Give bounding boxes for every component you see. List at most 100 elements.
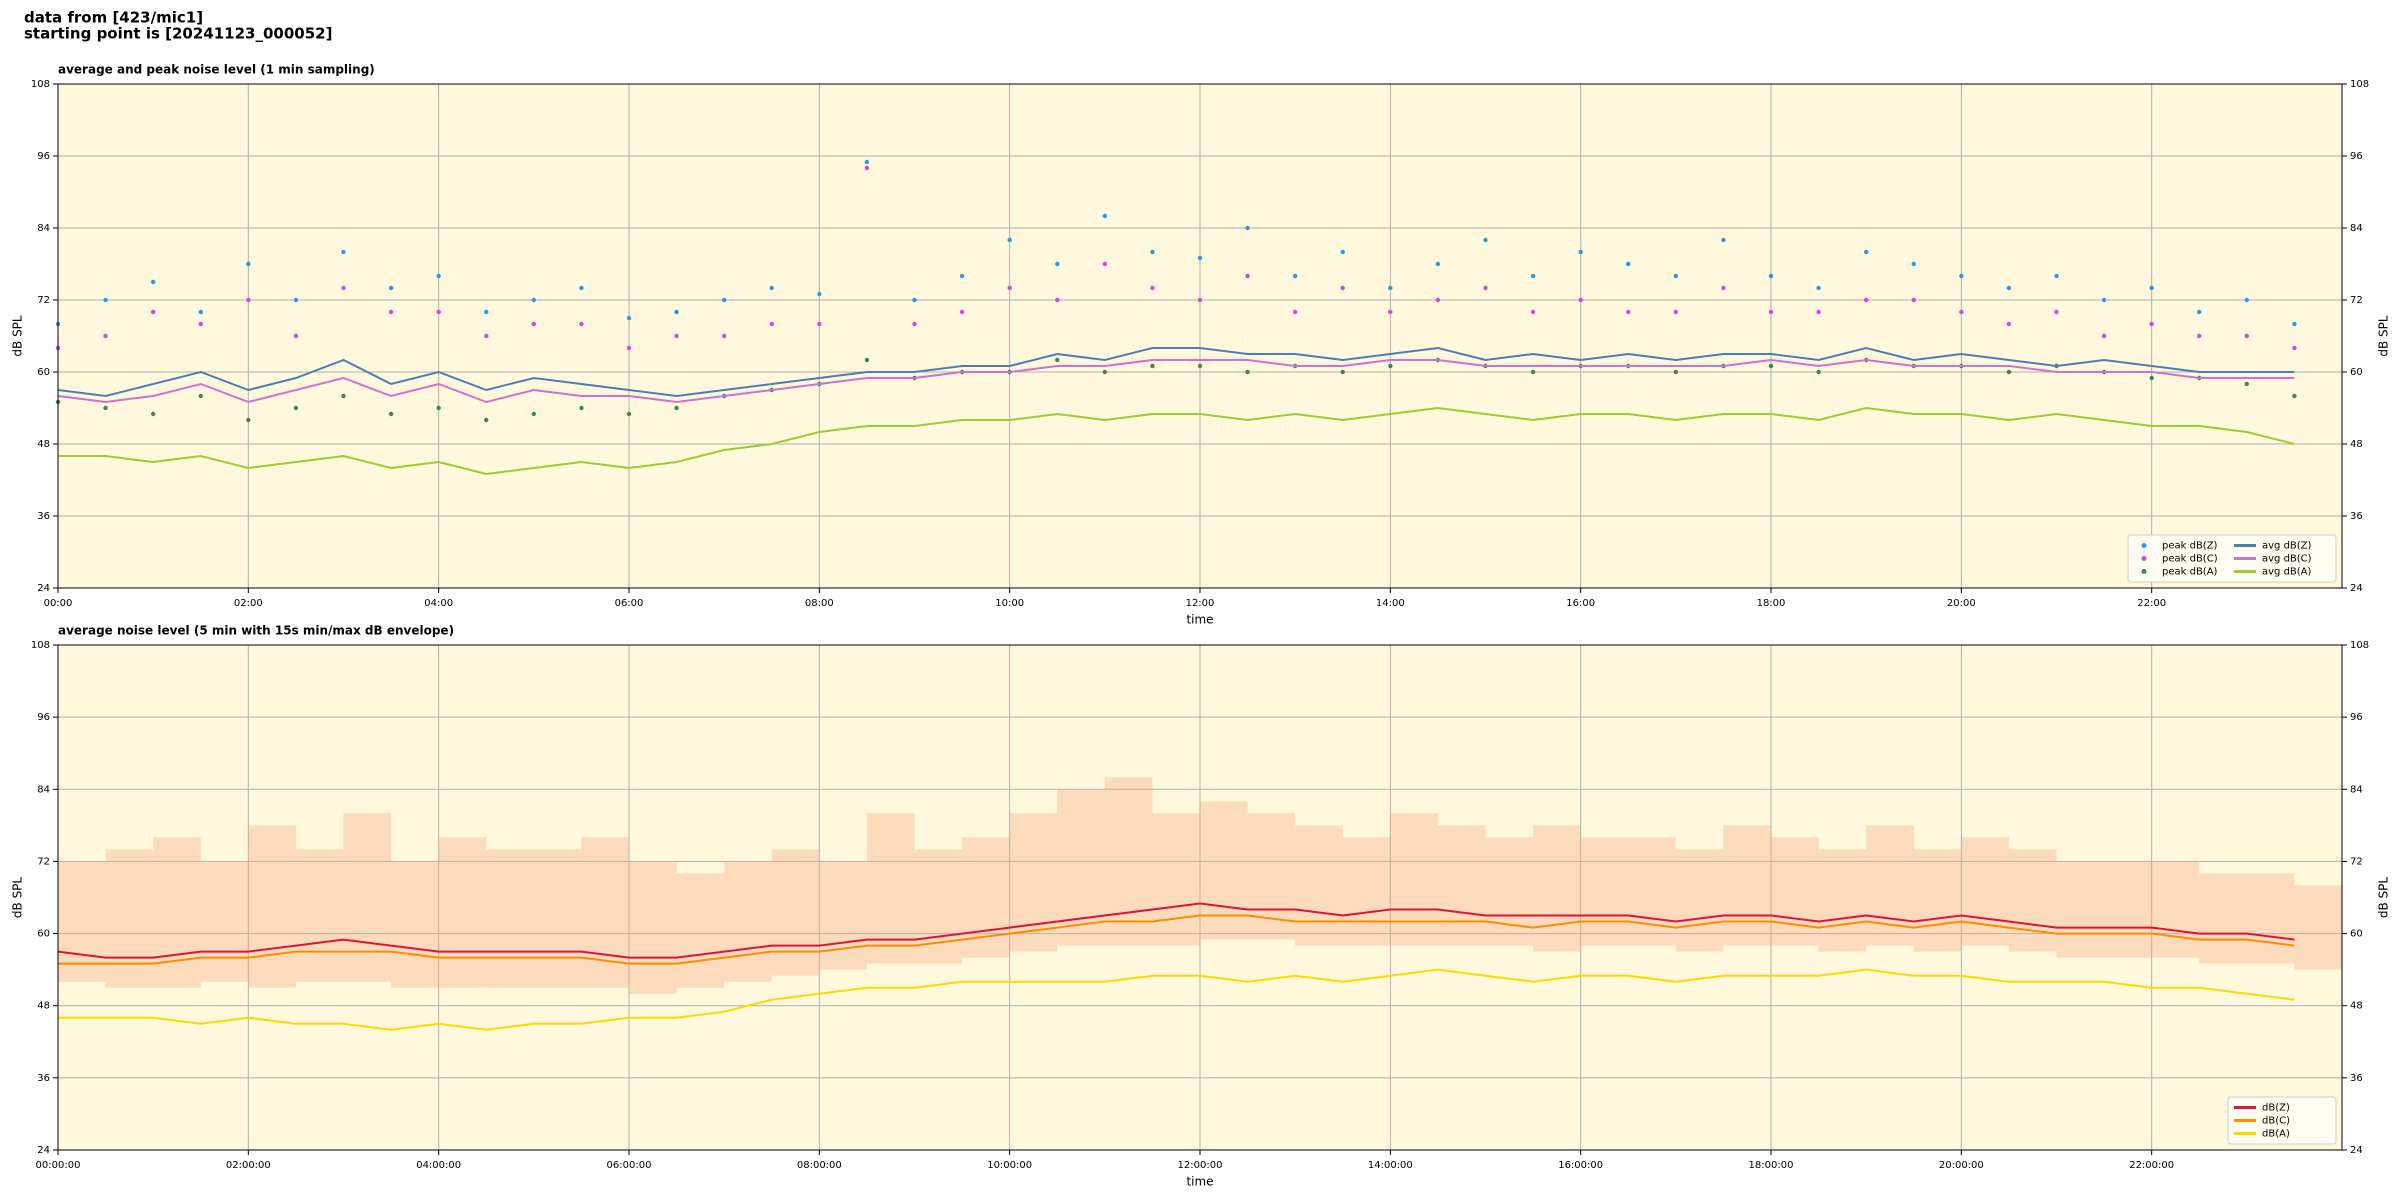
envelope-band	[153, 837, 201, 988]
y-tick-label: 60	[37, 367, 50, 378]
peak-point	[484, 417, 489, 423]
y2-tick-label: 84	[2350, 784, 2363, 795]
envelope-band	[914, 849, 963, 964]
peak-point	[1483, 237, 1488, 243]
series-line	[57, 902, 2295, 959]
peak-point	[1435, 297, 1441, 303]
peak-point	[1197, 363, 1203, 369]
y2-tick-label: 72	[2350, 856, 2363, 867]
peak-point	[2244, 333, 2250, 339]
peak-point	[436, 309, 441, 315]
envelope-band	[295, 849, 344, 982]
series-line	[58, 406, 2295, 476]
envelope-band	[1961, 837, 2009, 946]
envelope-band	[2294, 885, 2342, 970]
peak-point	[1245, 273, 1250, 279]
peak-point	[1055, 261, 1060, 267]
y2-axis-label: dB SPL	[2377, 315, 2391, 357]
x-tick-label: 10:00	[995, 598, 1024, 609]
peak-point	[1150, 363, 1155, 369]
peak-point	[912, 297, 917, 303]
envelope-band	[343, 813, 392, 982]
peak-point	[2006, 369, 2012, 375]
peak-point	[1197, 297, 1203, 303]
envelope-band	[1342, 837, 1391, 946]
peak-point	[1816, 309, 1821, 315]
peak-point	[864, 159, 870, 165]
envelope-band	[248, 825, 296, 988]
envelope-band	[1104, 777, 1153, 946]
peak-point	[1721, 285, 1726, 291]
x-tick-label: 12:00	[1186, 598, 1215, 609]
envelope-band	[438, 837, 487, 988]
envelope-band	[2199, 873, 2247, 964]
y2-tick-label: 60	[2350, 367, 2363, 378]
peak-point	[388, 285, 394, 291]
envelope-band	[1533, 825, 1581, 952]
peak-point	[1768, 309, 1774, 315]
peak-point	[1150, 285, 1155, 291]
x-tick-label: 18:00:00	[1749, 1160, 1794, 1171]
peak-point	[1721, 237, 1726, 243]
x-tick-label: 00:00:00	[36, 1160, 81, 1171]
legend-marker	[2141, 556, 2147, 561]
x-tick-label: 22:00	[2137, 598, 2166, 609]
legend-label: dB(C)	[2262, 1116, 2290, 1127]
envelope-band	[1818, 849, 1867, 952]
chart-title: average and peak noise level (1 min samp…	[58, 63, 375, 77]
peak-point	[579, 321, 584, 327]
y-tick-label: 24	[37, 583, 50, 594]
peak-point	[2292, 321, 2297, 327]
peak-point	[1245, 225, 1250, 231]
peak-point	[198, 393, 203, 399]
peak-point	[1530, 369, 1536, 375]
y2-tick-label: 108	[2350, 640, 2369, 651]
y-tick-label: 48	[37, 439, 50, 450]
legend-label: avg dB(Z)	[2262, 541, 2312, 552]
peak-point	[1055, 297, 1060, 303]
plot-frame	[57, 644, 2343, 1151]
peak-point	[198, 309, 203, 315]
peak-point	[579, 285, 584, 291]
y-tick-label: 60	[37, 929, 50, 940]
chart-title: average noise level (5 min with 15s min/…	[58, 624, 454, 638]
envelope-band	[771, 849, 820, 976]
peak-point	[150, 279, 156, 285]
y2-tick-label: 48	[2350, 439, 2363, 450]
peak-point	[2149, 375, 2154, 381]
peak-point	[484, 333, 489, 339]
envelope-band	[866, 813, 915, 964]
y2-tick-label: 96	[2350, 151, 2363, 162]
peak-point	[1102, 213, 1108, 219]
y-tick-label: 108	[31, 79, 50, 90]
peak-point	[1150, 249, 1155, 255]
peak-point	[959, 309, 965, 315]
legend-marker	[2141, 569, 2147, 574]
y2-tick-label: 108	[2350, 79, 2369, 90]
envelope-band	[1152, 813, 1200, 946]
peak-point	[2101, 297, 2107, 303]
peak-point	[484, 309, 489, 315]
envelope-band	[2056, 861, 2105, 958]
peak-point	[1102, 369, 1108, 375]
peak-point	[1340, 369, 1345, 375]
envelope-band	[200, 861, 249, 982]
x-tick-label: 16:00:00	[1558, 1160, 1603, 1171]
peak-point	[1673, 273, 1679, 279]
peak-point	[103, 405, 108, 411]
peak-point	[1863, 249, 1869, 255]
peak-point	[1578, 249, 1583, 255]
y-tick-label: 72	[37, 856, 50, 867]
y-tick-label: 36	[37, 1073, 50, 1084]
envelope-band	[533, 849, 582, 988]
peak-point	[246, 297, 251, 303]
peak-point	[246, 417, 251, 423]
peak-point	[531, 411, 537, 417]
peak-point	[198, 321, 203, 327]
x-tick-label: 16:00	[1566, 598, 1595, 609]
peak-point	[1911, 297, 1916, 303]
peak-point	[2197, 309, 2202, 315]
header-start: starting point is [20241123_000052]	[24, 25, 332, 43]
envelope-band	[724, 861, 772, 982]
